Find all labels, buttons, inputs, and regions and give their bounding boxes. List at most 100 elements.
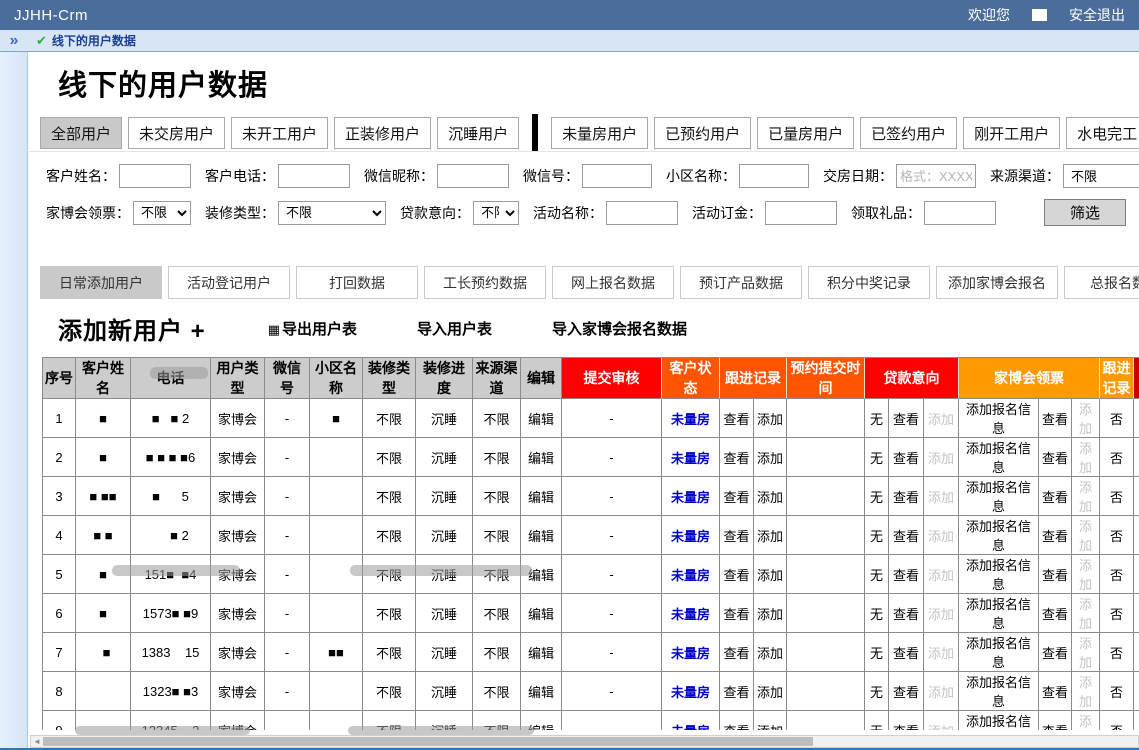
follow-view-link[interactable]: 查看 — [720, 477, 754, 516]
expo-view-link[interactable]: 查看 — [1039, 594, 1073, 633]
expo-view-link[interactable]: 查看 — [1039, 633, 1073, 672]
follow-add-link[interactable]: 添加 — [754, 555, 787, 594]
filter-button[interactable]: 刚开工用户 — [963, 117, 1061, 149]
data-tab[interactable]: 预订产品数据 — [680, 266, 802, 299]
expo-view-link[interactable]: 查看 — [1039, 477, 1073, 516]
sidebar-expand-icon[interactable]: » — [9, 31, 19, 49]
edit-link[interactable]: 编辑 — [521, 438, 562, 477]
customer-status-link[interactable]: 未量房 — [662, 399, 720, 438]
customer-status-link[interactable]: 未量房 — [662, 711, 720, 730]
data-tab[interactable]: 添加家博会报名 — [936, 266, 1058, 299]
edit-link[interactable]: 编辑 — [521, 711, 562, 730]
filter-button[interactable]: 已量房用户 — [757, 117, 855, 149]
filter-button[interactable]: 水电完工 — [1066, 117, 1139, 149]
data-tab[interactable]: 网上报名数据 — [552, 266, 674, 299]
field-select[interactable]: 不限 — [278, 200, 386, 225]
follow-view-link[interactable]: 查看 — [720, 711, 754, 730]
expo-view-link[interactable]: 查看 — [1039, 438, 1073, 477]
import-expo-link[interactable]: 导入家博会报名数据 — [552, 321, 688, 338]
data-tab[interactable]: 活动登记用户 — [168, 266, 290, 299]
import-users-link[interactable]: 导入用户表 — [417, 321, 493, 338]
expo-view-link[interactable]: 查看 — [1039, 672, 1073, 711]
follow-view-link[interactable]: 查看 — [720, 633, 754, 672]
field-input[interactable] — [606, 200, 678, 225]
follow-add-link[interactable]: 添加 — [754, 633, 787, 672]
expo-add-info-link[interactable]: 添加报名信息 — [959, 438, 1040, 477]
expo-view-link[interactable]: 查看 — [1039, 555, 1073, 594]
expo-add-info-link[interactable]: 添加报名信息 — [959, 555, 1040, 594]
scroll-left-arrow[interactable]: ◄ — [33, 737, 41, 746]
expo-add-info-link[interactable]: 添加报名信息 — [959, 711, 1040, 730]
loan-view-link[interactable]: 查看 — [889, 711, 924, 730]
edit-link[interactable]: 编辑 — [521, 633, 562, 672]
customer-status-link[interactable]: 未量房 — [662, 672, 720, 711]
expo-add-info-link[interactable]: 添加报名信息 — [959, 672, 1040, 711]
filter-submit-button[interactable]: 筛选 — [1044, 199, 1126, 226]
expo-add-info-link[interactable]: 添加报名信息 — [959, 477, 1040, 516]
follow-add-link[interactable]: 添加 — [754, 672, 787, 711]
filter-button[interactable]: 已签约用户 — [860, 117, 958, 149]
field-input[interactable] — [119, 164, 191, 188]
expo-add-info-link[interactable]: 添加报名信息 — [959, 399, 1040, 438]
field-input[interactable] — [924, 200, 996, 225]
filter-button[interactable]: 未量房用户 — [551, 117, 649, 149]
loan-view-link[interactable]: 查看 — [889, 477, 924, 516]
follow-view-link[interactable]: 查看 — [720, 594, 754, 633]
follow-add-link[interactable]: 添加 — [754, 438, 787, 477]
follow-add-link[interactable]: 添加 — [754, 399, 787, 438]
edit-link[interactable]: 编辑 — [521, 555, 562, 594]
loan-view-link[interactable]: 查看 — [889, 633, 924, 672]
loan-view-link[interactable]: 查看 — [889, 438, 924, 477]
field-input[interactable] — [896, 164, 976, 188]
field-select[interactable]: 不限 — [473, 200, 519, 225]
edit-link[interactable]: 编辑 — [521, 399, 562, 438]
loan-view-link[interactable]: 查看 — [889, 672, 924, 711]
expo-view-link[interactable]: 查看 — [1039, 516, 1073, 555]
export-users-link[interactable]: ▦ 导出用户表 — [267, 321, 357, 338]
customer-status-link[interactable]: 未量房 — [662, 516, 720, 555]
loan-view-link[interactable]: 查看 — [889, 594, 924, 633]
data-tab[interactable]: 积分中奖记录 — [808, 266, 930, 299]
customer-status-link[interactable]: 未量房 — [662, 555, 720, 594]
filter-button[interactable]: 沉睡用户 — [437, 117, 520, 149]
follow-view-link[interactable]: 查看 — [720, 672, 754, 711]
expo-view-link[interactable]: 查看 — [1039, 711, 1073, 730]
customer-status-link[interactable]: 未量房 — [662, 633, 720, 672]
field-input[interactable] — [582, 164, 652, 188]
edit-link[interactable]: 编辑 — [521, 594, 562, 633]
field-select[interactable]: 不限 — [133, 200, 191, 225]
filter-button[interactable]: 未开工用户 — [231, 117, 329, 149]
field-input[interactable] — [739, 164, 809, 188]
expo-add-info-link[interactable]: 添加报名信息 — [959, 633, 1040, 672]
field-input[interactable] — [765, 200, 837, 225]
filter-button[interactable]: 全部用户 — [40, 117, 123, 149]
follow-add-link[interactable]: 添加 — [754, 516, 787, 555]
follow-view-link[interactable]: 查看 — [720, 438, 754, 477]
scrollbar-thumb[interactable] — [43, 737, 813, 746]
logout-link[interactable]: 安全退出 — [1069, 7, 1125, 23]
data-tab[interactable]: 总报名数据 — [1064, 266, 1139, 299]
field-input[interactable] — [437, 164, 509, 188]
filter-button[interactable]: 未交房用户 — [128, 117, 226, 149]
loan-view-link[interactable]: 查看 — [889, 555, 924, 594]
filter-button[interactable]: 正装修用户 — [334, 117, 432, 149]
expo-view-link[interactable]: 查看 — [1039, 399, 1073, 438]
data-tab[interactable]: 打回数据 — [296, 266, 418, 299]
add-new-user-button[interactable]: 添加新用户 + — [58, 318, 206, 345]
expo-add-info-link[interactable]: 添加报名信息 — [959, 516, 1040, 555]
horizontal-scrollbar[interactable]: ◄ — [30, 735, 1139, 748]
field-input[interactable] — [278, 164, 350, 188]
filter-button[interactable]: 已预约用户 — [654, 117, 752, 149]
data-tab[interactable]: 工长预约数据 — [424, 266, 546, 299]
customer-status-link[interactable]: 未量房 — [662, 594, 720, 633]
follow-add-link[interactable]: 添加 — [754, 711, 787, 730]
field-select[interactable]: 不限 — [1063, 164, 1139, 188]
data-tab[interactable]: 日常添加用户 — [40, 266, 162, 299]
collapsed-sidebar[interactable] — [0, 52, 28, 748]
loan-view-link[interactable]: 查看 — [889, 399, 924, 438]
active-tab-label[interactable]: 线下的用户数据 — [51, 34, 136, 48]
edit-link[interactable]: 编辑 — [521, 477, 562, 516]
follow-add-link[interactable]: 添加 — [754, 594, 787, 633]
expo-add-info-link[interactable]: 添加报名信息 — [959, 594, 1040, 633]
customer-status-link[interactable]: 未量房 — [662, 477, 720, 516]
